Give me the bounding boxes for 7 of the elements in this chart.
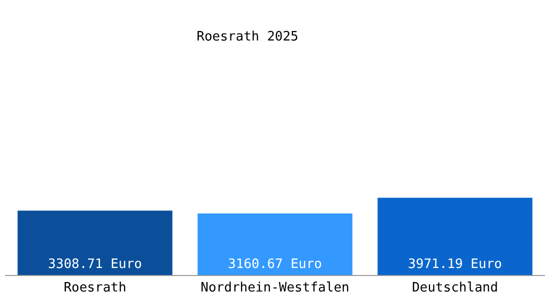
data-label: 3971.19 Euro <box>408 257 502 272</box>
chart-title: Roesrath 2025 <box>196 30 298 45</box>
x-tick-label: Roesrath <box>64 280 126 296</box>
data-label: 3308.71 Euro <box>48 257 142 272</box>
x-tick-label: Nordrhein-Westfalen <box>200 280 350 296</box>
x-tick-label: Deutschland <box>412 280 498 296</box>
data-label: 3160.67 Euro <box>228 257 322 272</box>
